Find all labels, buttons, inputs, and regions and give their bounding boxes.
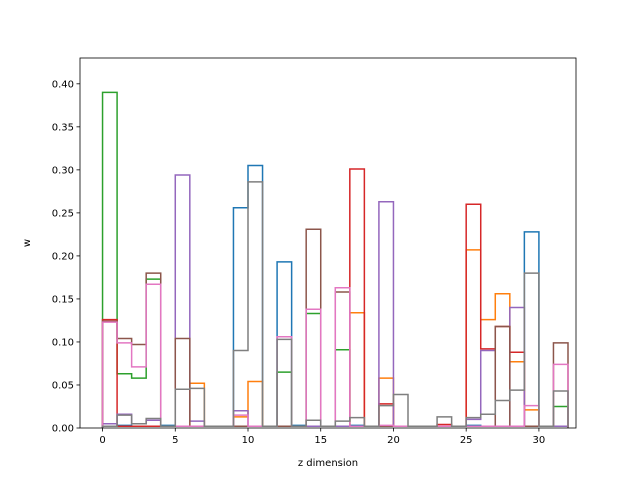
x-tick-label: 10 [242, 435, 255, 446]
series-2-step-line [101, 249, 569, 428]
x-tick-label: 30 [533, 435, 546, 446]
series-layer [101, 91, 569, 428]
y-tick-label: 0.05 [52, 380, 74, 391]
y-tick-label: 0.20 [52, 251, 74, 262]
y-tick-label: 0.40 [52, 79, 74, 90]
y-tick-label: 0.15 [52, 294, 74, 305]
plot-area-background [80, 58, 576, 428]
y-tick-label: 0.10 [52, 337, 74, 348]
x-tick-label: 0 [99, 435, 105, 446]
x-tick-label: 5 [172, 435, 178, 446]
x-tick-label: 25 [460, 435, 473, 446]
series-7-step-line [101, 283, 569, 428]
y-axis-ticks: 0.00 0.05 0.10 0.15 0.20 0.25 0.30 0.35 0.40 [52, 79, 80, 435]
y-tick-label: 0.30 [52, 165, 74, 176]
x-axis-label: z dimension [298, 458, 358, 469]
plot-frame [79, 57, 577, 429]
y-tick-label: 0.25 [52, 208, 74, 219]
series-8-step-line [101, 181, 569, 428]
y-tick-label: 0.00 [52, 424, 74, 435]
x-tick-label: 15 [314, 435, 327, 446]
x-tick-label: 20 [387, 435, 400, 446]
y-axis-label: w [22, 239, 33, 247]
y-tick-label: 0.35 [52, 122, 74, 133]
x-axis-ticks: 0 5 10 15 20 25 30 [99, 428, 545, 446]
